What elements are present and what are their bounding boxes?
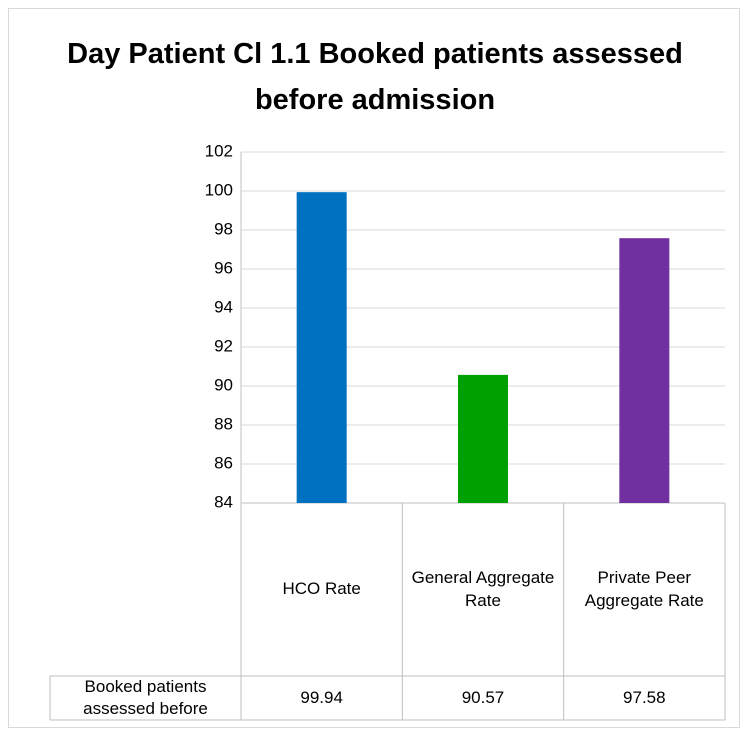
y-tick-label: 92 xyxy=(214,336,233,355)
chart-title: Day Patient Cl 1.1 Booked patients asses… xyxy=(67,37,683,116)
y-tick-label: 98 xyxy=(214,219,233,238)
bar xyxy=(619,238,670,503)
y-tick-label: 84 xyxy=(214,492,233,511)
x-tick-label: Private Peer Aggregate Rate xyxy=(584,568,704,610)
y-tick-label: 94 xyxy=(214,297,233,316)
bar xyxy=(457,374,509,503)
title-box: Day Patient Cl 1.1 Booked patients asses… xyxy=(67,37,683,116)
y-tick-label: 88 xyxy=(214,414,233,433)
x-tick-label: HCO Rate xyxy=(282,579,361,599)
table-value: 97.58 xyxy=(623,687,666,707)
y-tick-label: 90 xyxy=(214,375,233,394)
y-tick-label: 86 xyxy=(214,453,233,472)
y-tick-label: 102 xyxy=(205,141,233,160)
chart-border xyxy=(8,8,740,728)
x-tick-label: General Aggregate Rate xyxy=(411,568,555,610)
y-tick-label: 100 xyxy=(205,180,233,199)
table-value-box: 90.57 xyxy=(461,687,505,707)
table-value-box: 99.94 xyxy=(300,687,343,707)
y-tick-label: 96 xyxy=(214,258,233,277)
series-name-box: Day Patient Cl 1.1: Booked patients asse… xyxy=(83,676,208,718)
x-tick-label-box: General Aggregate Rate xyxy=(411,568,555,610)
bar xyxy=(296,192,347,504)
x-tick-label-box: HCO Rate xyxy=(282,579,361,599)
x-tick-label-box: Private Peer Aggregate Rate xyxy=(584,568,704,610)
table-value: 90.57 xyxy=(461,687,505,707)
series-name: Day Patient Cl 1.1: Booked patients asse… xyxy=(83,676,208,718)
table-value: 99.94 xyxy=(300,687,343,707)
table-value-box: 97.58 xyxy=(623,687,666,707)
